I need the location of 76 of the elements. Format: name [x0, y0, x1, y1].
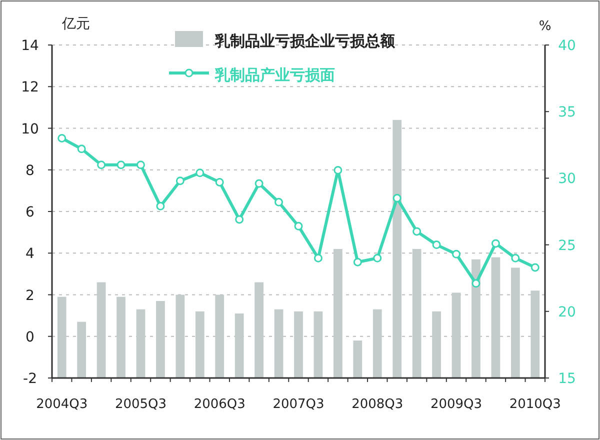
bar	[77, 322, 86, 378]
y-tick-label: 4	[26, 246, 35, 262]
legend-label: 乳制品产业亏损面	[214, 66, 335, 84]
x-tick-label: 2004Q3	[36, 397, 88, 412]
bar	[254, 282, 264, 378]
x-tick-label: 2010Q3	[509, 397, 561, 412]
bar	[215, 294, 224, 378]
point	[156, 202, 165, 210]
bar	[412, 248, 422, 378]
point	[136, 160, 145, 170]
point	[254, 179, 264, 188]
point	[77, 144, 86, 154]
point	[452, 250, 461, 258]
x-tick-label: 2008Q3	[352, 397, 404, 412]
bar	[57, 296, 66, 378]
point	[432, 240, 441, 250]
bar	[530, 290, 540, 378]
bar	[116, 296, 126, 378]
bar	[392, 120, 402, 378]
bar	[334, 248, 342, 378]
bar	[156, 300, 165, 378]
y2-tick-label: 25	[558, 238, 576, 254]
point	[412, 227, 422, 236]
point	[215, 178, 224, 186]
point	[392, 194, 402, 202]
point	[353, 258, 362, 266]
y-tick-label: -2	[23, 371, 37, 387]
bar	[96, 282, 106, 378]
bar	[195, 311, 204, 378]
point	[294, 222, 303, 230]
x-tick-label: 2007Q3	[272, 397, 324, 412]
y-tick-label: 10	[21, 121, 39, 138]
bar	[452, 292, 461, 378]
point	[530, 263, 540, 272]
y2-tick-label: 15	[558, 371, 576, 387]
y2-tick-label: 20	[558, 304, 576, 320]
y-tick-label: 12	[21, 80, 39, 96]
bar	[491, 257, 500, 378]
bar	[353, 340, 362, 378]
point	[58, 134, 66, 142]
bar	[432, 311, 441, 378]
point	[97, 160, 106, 170]
legend-label: 乳制品业亏损企业亏损总额	[214, 32, 396, 50]
point	[274, 198, 284, 206]
bar	[234, 313, 244, 378]
y-tick-label: 2	[26, 288, 34, 304]
point	[235, 215, 244, 224]
point	[196, 168, 204, 178]
bar	[472, 259, 480, 378]
y2-tick-label: 35	[558, 104, 576, 121]
point	[472, 279, 480, 288]
bar	[136, 309, 146, 378]
y-tick-label: 0	[26, 329, 34, 346]
point	[511, 254, 520, 262]
x-tick-label: 2006Q3	[194, 397, 246, 412]
bar	[510, 268, 520, 378]
x-tick-label: 2005Q3	[114, 397, 167, 412]
y2-axis-title: %	[538, 19, 552, 34]
point	[176, 176, 184, 186]
point	[334, 166, 342, 174]
y-tick-label: 8	[26, 162, 34, 179]
bar	[372, 309, 382, 378]
point	[373, 254, 382, 262]
point	[314, 254, 322, 262]
bar	[294, 311, 303, 378]
y-tick-label: 14	[21, 38, 39, 54]
point	[491, 239, 500, 248]
bar	[176, 294, 185, 378]
bar	[274, 309, 284, 378]
point	[116, 160, 126, 170]
x-tick-label: 2009Q3	[430, 397, 482, 412]
y-tick-label: 6	[26, 204, 35, 220]
y2-tick-label: 30	[558, 171, 576, 188]
y2-tick-label: 40	[558, 38, 576, 54]
y-axis-title: 亿元	[61, 16, 90, 32]
bar	[314, 311, 323, 378]
